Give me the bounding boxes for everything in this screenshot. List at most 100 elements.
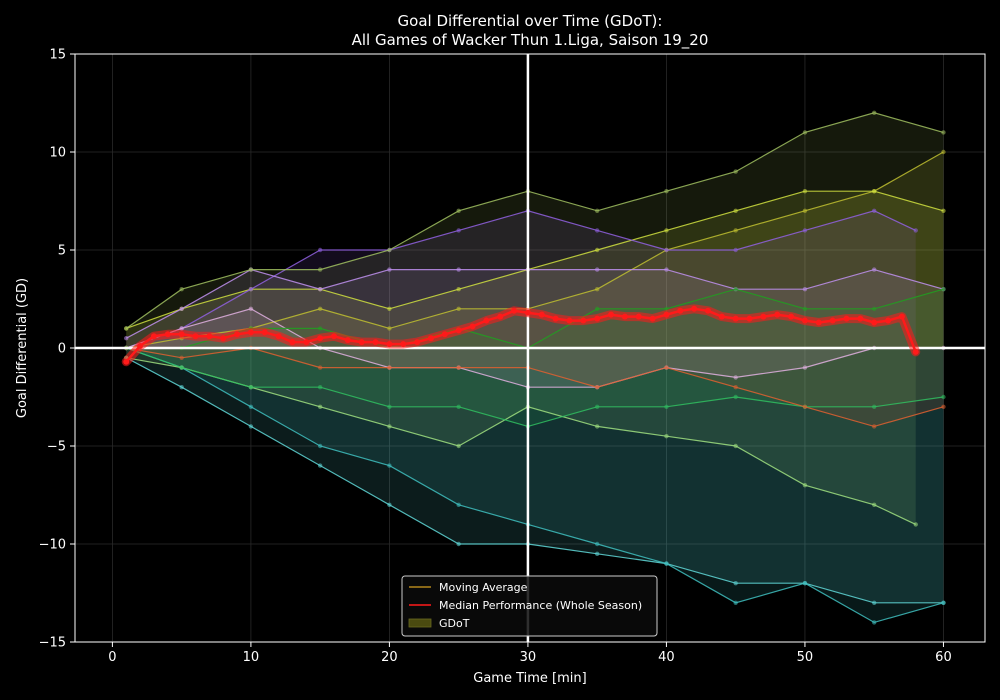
x-tick-label: 20 (381, 650, 398, 665)
game-point (594, 247, 600, 253)
game-point (871, 424, 877, 429)
median-point (885, 317, 892, 324)
y-tick-label: −5 (47, 440, 66, 455)
game-point (387, 365, 392, 370)
median-point (760, 313, 767, 320)
x-tick-label: 50 (797, 650, 814, 665)
game-point (317, 463, 323, 468)
game-point (179, 326, 184, 331)
y-axis-label: Goal Differential (GD) (15, 278, 30, 418)
median-point (524, 309, 531, 316)
median-point (247, 329, 254, 336)
game-point (124, 336, 129, 341)
y-tick-label: 5 (58, 244, 66, 259)
game-point (871, 208, 877, 213)
median-point (774, 311, 781, 318)
median-point (206, 333, 213, 340)
chart-subtitle: All Games of Wacker Thun 1.Liga, Saison … (352, 31, 709, 50)
median-series (121, 304, 921, 367)
median-point (649, 315, 656, 322)
median-point (580, 317, 587, 324)
game-point (317, 306, 323, 311)
median-point (511, 307, 518, 314)
game-point (941, 287, 946, 292)
game-point (802, 365, 808, 370)
game-point (317, 404, 323, 409)
gdot-area (126, 152, 944, 348)
x-tick-label: 10 (243, 650, 260, 665)
game-point (802, 483, 808, 488)
game-point (733, 581, 738, 586)
median-point (469, 323, 476, 330)
game-point (941, 149, 946, 155)
median-point (358, 339, 365, 346)
game-point (179, 385, 184, 390)
game-point (913, 522, 918, 527)
game-point (802, 189, 808, 194)
game-point (802, 581, 808, 586)
legend-swatch-gdot (408, 618, 432, 628)
game-point (387, 247, 392, 253)
game-point (594, 404, 600, 409)
y-tick-label: −10 (39, 538, 66, 553)
game-point (387, 424, 392, 429)
game-point (456, 267, 461, 272)
game-point (594, 551, 600, 556)
game-point (664, 267, 669, 272)
median-point (898, 313, 905, 320)
game-point (802, 287, 808, 292)
game-point (733, 600, 738, 605)
median-point (608, 311, 615, 318)
median-point (746, 315, 753, 322)
median-point (220, 335, 227, 342)
x-axis-ticks: 0 10 20 30 40 50 60 (108, 642, 952, 665)
game-point (456, 443, 461, 449)
x-tick-label: 40 (658, 650, 675, 665)
legend-box (401, 575, 658, 637)
game-point (317, 443, 323, 449)
median-point (344, 337, 351, 344)
game-point (733, 443, 738, 449)
game-point (456, 208, 461, 213)
median-point (123, 358, 130, 365)
game-point (594, 541, 600, 547)
x-tick-label: 60 (935, 650, 952, 665)
game-point (871, 620, 877, 625)
median-point (677, 307, 684, 314)
median-point (164, 331, 171, 338)
game-point (941, 130, 946, 135)
game-point (248, 306, 254, 311)
game-point (317, 287, 323, 292)
median-point (732, 315, 739, 322)
x-tick-label: 0 (108, 650, 116, 665)
game-point (594, 385, 600, 390)
game-point (317, 267, 323, 272)
median-point (788, 313, 795, 320)
game-point (387, 306, 392, 311)
game-point (802, 130, 808, 135)
game-point (871, 189, 877, 194)
game-point (456, 541, 461, 547)
game-point (456, 365, 461, 370)
game-point (664, 434, 669, 439)
game-point (594, 208, 600, 213)
game-point (456, 404, 461, 409)
game-point (871, 110, 877, 116)
median-point (372, 339, 379, 346)
game-point (871, 502, 877, 507)
median-point (829, 317, 836, 324)
median-point (594, 315, 601, 322)
game-point (802, 404, 808, 409)
game-point (941, 404, 946, 409)
game-point (387, 267, 392, 272)
game-point (664, 247, 669, 253)
median-point (663, 311, 670, 318)
median-point (635, 313, 642, 320)
median-point (455, 327, 462, 334)
game-point (124, 326, 129, 331)
game-point (664, 404, 669, 409)
reference-lines (75, 54, 985, 642)
game-point (594, 267, 600, 272)
game-point (802, 228, 808, 233)
